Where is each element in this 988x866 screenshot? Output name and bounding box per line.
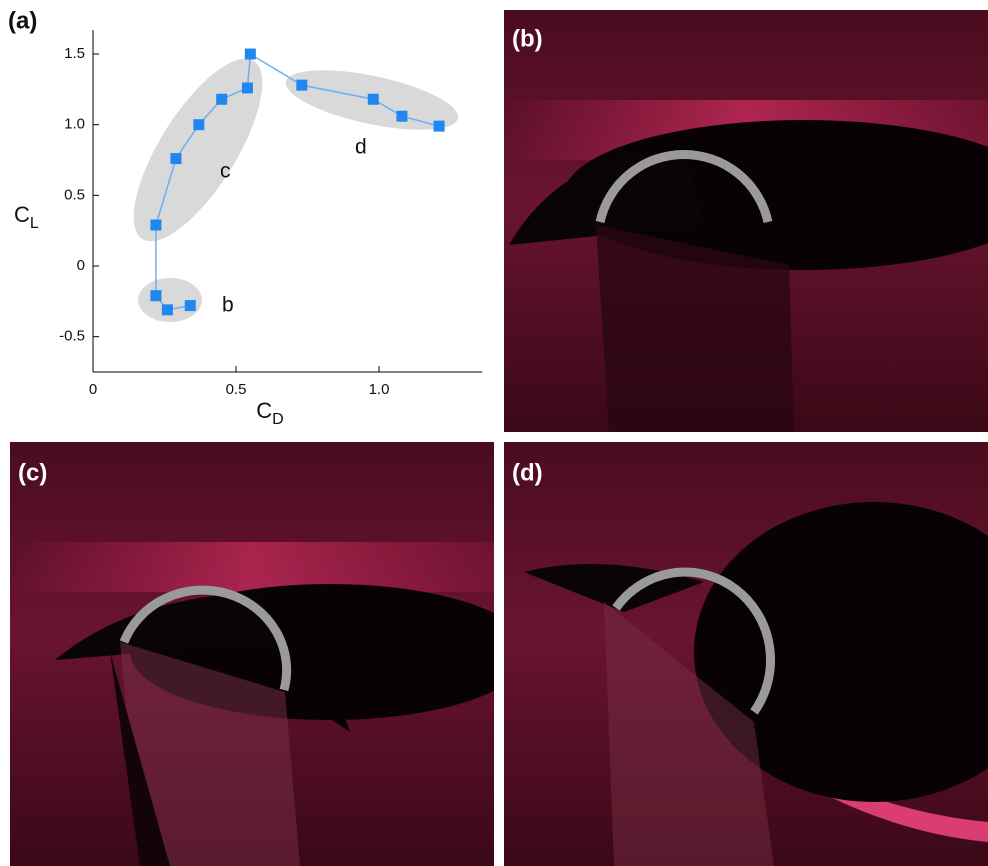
y-tick-label: -0.5 (59, 328, 85, 345)
photo: (c) (10, 442, 530, 866)
photo-label: (b) (512, 25, 543, 52)
marker (396, 111, 407, 122)
region-c (110, 41, 286, 259)
y-tick-label: 1.0 (64, 116, 85, 133)
marker (150, 290, 161, 301)
marker (242, 82, 253, 93)
y-tick-label: 0 (77, 257, 85, 274)
marker (150, 220, 161, 231)
highlight-regions (110, 41, 463, 322)
marker (245, 49, 256, 60)
photo: (d) (504, 442, 988, 866)
region-b (138, 278, 202, 322)
marker (170, 153, 181, 164)
marker (296, 80, 307, 91)
y-tick-label: 1.5 (64, 45, 85, 62)
photo-c: (c) (10, 442, 530, 866)
x-tick-label: 0 (89, 381, 97, 398)
photo-label: (d) (512, 459, 543, 486)
y-tick-label: 0.5 (64, 186, 85, 203)
marker (162, 304, 173, 315)
marker (368, 94, 379, 105)
photo: (b) (504, 10, 988, 432)
annotation: b (222, 294, 234, 317)
x-tick-label: 1.0 (369, 381, 390, 398)
photo-label: (c) (18, 459, 47, 486)
x-tick-label: 0.5 (226, 381, 247, 398)
panel-label: (a) (8, 7, 37, 34)
marker (193, 119, 204, 130)
annotation: c (220, 160, 231, 183)
marker (185, 300, 196, 311)
x-axis-label: CD (256, 398, 283, 428)
marker (434, 121, 445, 132)
y-axis-label: CL (14, 202, 39, 232)
figure: (a) b c d CD CL (b) (c) (0, 0, 988, 866)
annotation: d (355, 136, 367, 159)
marker (216, 94, 227, 105)
photo-b: (b) (504, 10, 988, 432)
photo-d: (d) (504, 442, 988, 866)
